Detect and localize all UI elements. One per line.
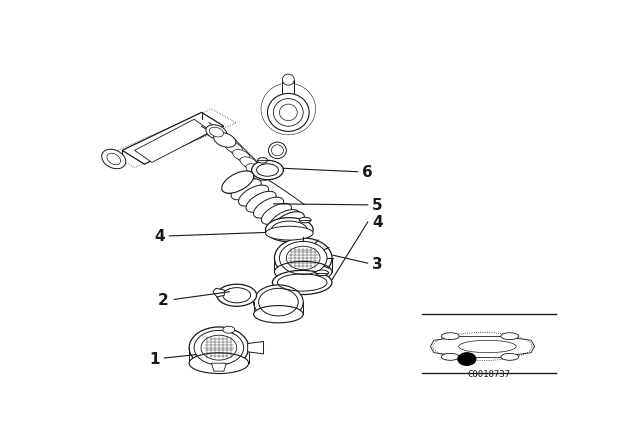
Ellipse shape — [275, 262, 332, 282]
Ellipse shape — [501, 353, 518, 360]
Ellipse shape — [107, 153, 120, 165]
Ellipse shape — [232, 150, 250, 161]
Text: 6: 6 — [362, 165, 373, 180]
Ellipse shape — [240, 157, 257, 168]
Ellipse shape — [206, 125, 227, 139]
Ellipse shape — [217, 284, 257, 306]
Ellipse shape — [316, 270, 328, 276]
Ellipse shape — [253, 285, 303, 319]
Ellipse shape — [246, 191, 276, 212]
Ellipse shape — [275, 238, 332, 278]
Ellipse shape — [239, 185, 269, 206]
Ellipse shape — [300, 217, 311, 223]
Ellipse shape — [282, 74, 294, 85]
Ellipse shape — [253, 197, 284, 218]
Ellipse shape — [231, 179, 261, 200]
Ellipse shape — [221, 171, 253, 193]
Ellipse shape — [442, 353, 459, 360]
Ellipse shape — [252, 160, 284, 180]
Text: 4: 4 — [154, 229, 164, 244]
Ellipse shape — [189, 353, 249, 374]
Polygon shape — [248, 341, 264, 354]
Ellipse shape — [223, 172, 254, 194]
Ellipse shape — [266, 218, 313, 242]
Text: 5: 5 — [372, 198, 383, 213]
Ellipse shape — [268, 94, 309, 131]
Ellipse shape — [272, 211, 305, 234]
Ellipse shape — [214, 133, 236, 147]
Ellipse shape — [225, 142, 243, 153]
Ellipse shape — [261, 203, 291, 224]
Text: 3: 3 — [372, 257, 383, 271]
Ellipse shape — [273, 271, 332, 294]
Polygon shape — [211, 363, 227, 371]
Ellipse shape — [442, 333, 459, 340]
Text: 2: 2 — [158, 293, 169, 308]
Polygon shape — [213, 289, 225, 297]
Text: 4: 4 — [372, 215, 383, 230]
Ellipse shape — [218, 134, 235, 146]
Ellipse shape — [501, 333, 518, 340]
Polygon shape — [134, 119, 211, 163]
Circle shape — [458, 353, 476, 365]
Ellipse shape — [269, 142, 286, 159]
Ellipse shape — [257, 158, 268, 163]
Ellipse shape — [102, 149, 125, 169]
Ellipse shape — [209, 127, 223, 137]
Text: C0018737: C0018737 — [468, 370, 511, 379]
Ellipse shape — [266, 226, 313, 240]
Ellipse shape — [253, 306, 303, 323]
Ellipse shape — [189, 327, 249, 368]
Text: 1: 1 — [149, 352, 159, 366]
Ellipse shape — [246, 164, 263, 175]
Polygon shape — [122, 112, 224, 164]
Ellipse shape — [251, 170, 268, 181]
Ellipse shape — [269, 210, 300, 231]
Ellipse shape — [223, 326, 235, 333]
